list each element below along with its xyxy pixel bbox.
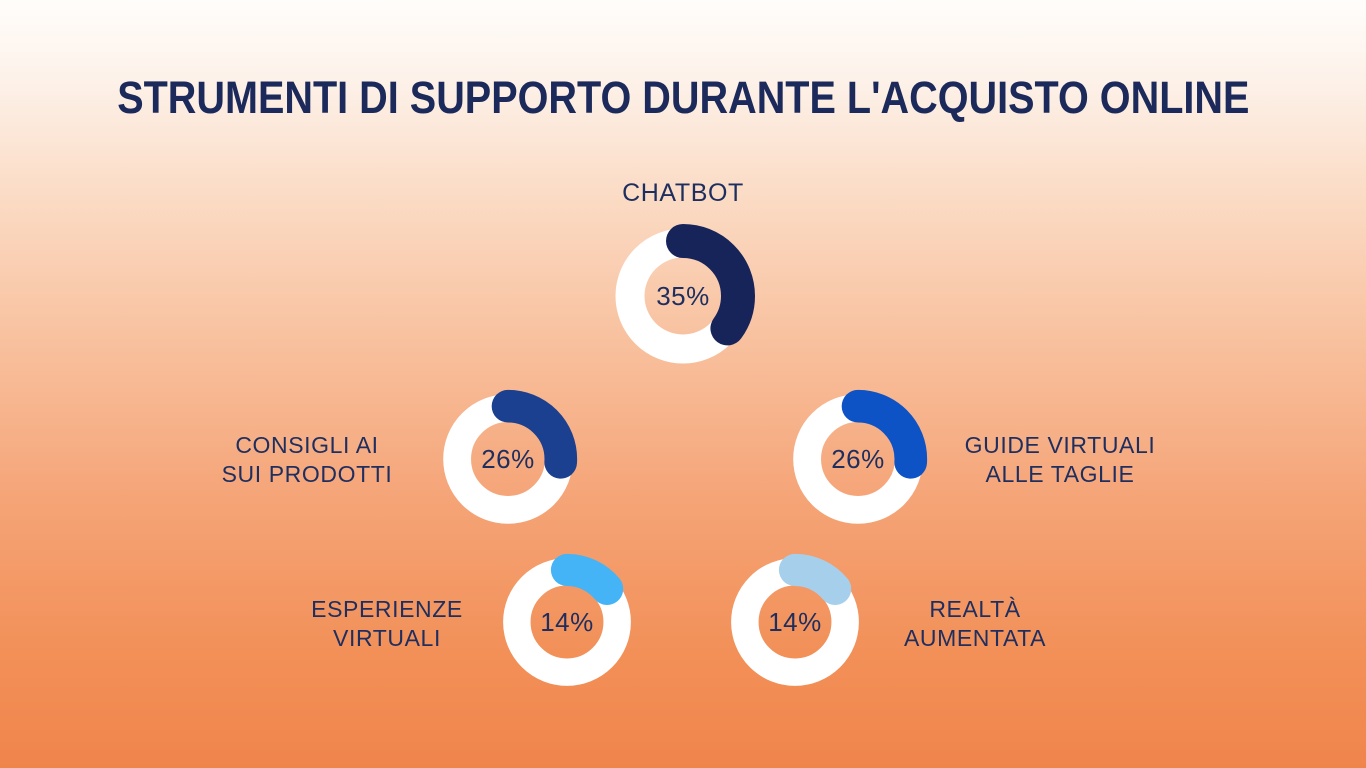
donut-svg-guide-virtuali	[788, 389, 928, 529]
chart-label-realta-aumentata: REALTÀ AUMENTATA	[845, 595, 1105, 653]
progress-arc	[438, 389, 578, 529]
progress-arc	[788, 389, 928, 529]
donut-svg-realta-aumentata	[726, 553, 864, 691]
donut-value-realta-aumentata: 14%	[768, 606, 822, 637]
chart-label-line: CHATBOT	[622, 179, 744, 207]
chart-label-line: SUI PRODOTTI	[221, 461, 393, 487]
donut-svg-esperienze-virtuali	[498, 553, 636, 691]
chart-label-line: GUIDE VIRTUALI	[964, 432, 1156, 458]
donut-value-guide-virtuali: 26%	[831, 443, 885, 474]
donut-svg-chatbot	[611, 224, 755, 368]
chart-label-esperienze-virtuali: ESPERIENZE VIRTUALI	[257, 595, 517, 653]
chart-label-line: AUMENTATA	[903, 625, 1047, 651]
progress-arc	[611, 224, 755, 368]
donut-value-chatbot: 35%	[656, 280, 710, 311]
chart-label-line: ESPERIENZE	[311, 596, 463, 622]
donut-chart-consigli-ai: 26%	[436, 387, 580, 531]
progress-arc	[726, 553, 864, 691]
chart-label-chatbot: CHATBOT	[558, 179, 808, 208]
donut-svg-consigli-ai	[438, 389, 578, 529]
page-title: STRUMENTI DI SUPPORTO DURANTE L'ACQUISTO…	[0, 72, 1366, 124]
donut-chart-chatbot: 35%	[608, 221, 758, 371]
chart-label-consigli-ai: CONSIGLI AI SUI PRODOTTI	[177, 431, 437, 489]
donut-value-consigli-ai: 26%	[481, 443, 535, 474]
donut-chart-realta-aumentata: 14%	[724, 551, 866, 693]
donut-value-esperienze-virtuali: 14%	[540, 606, 594, 637]
chart-label-line: REALTÀ	[929, 596, 1021, 622]
chart-label-line: VIRTUALI	[333, 625, 441, 651]
progress-arc	[498, 553, 636, 691]
chart-label-guide-virtuali: GUIDE VIRTUALI ALLE TAGLIE	[930, 431, 1190, 489]
donut-chart-guide-virtuali: 26%	[786, 387, 930, 531]
chart-label-line: ALLE TAGLIE	[985, 461, 1135, 487]
donut-chart-esperienze-virtuali: 14%	[496, 551, 638, 693]
page-title-text: STRUMENTI DI SUPPORTO DURANTE L'ACQUISTO…	[116, 72, 1250, 123]
chart-label-line: CONSIGLI AI	[235, 432, 379, 458]
